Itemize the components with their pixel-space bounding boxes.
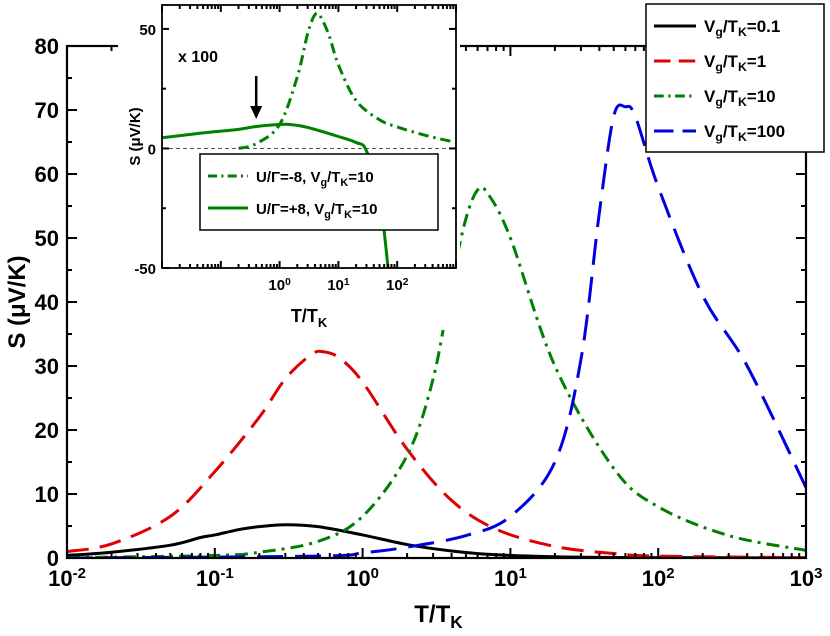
y-tick-label: 40 (35, 290, 59, 315)
inset-y-tick-label: 0 (148, 141, 156, 158)
inset-y-tick-label: 50 (139, 22, 156, 39)
y-tick-label: 80 (35, 34, 59, 59)
inset-x-tick-label: 100 (268, 277, 291, 295)
inset-frame (161, 4, 457, 269)
series-line-3 (67, 185, 806, 558)
inset-x-axis-label: T/TK (291, 306, 328, 330)
series-line-2 (67, 349, 806, 558)
legend-label-1: Vg/TK=0.1 (704, 17, 780, 39)
y-tick-label: 60 (35, 162, 59, 187)
inset-annotation: x 100 (178, 49, 218, 66)
inset-x-tick-label: 102 (386, 277, 409, 295)
main-legend: Vg/TK=0.1 Vg/TK=1 Vg/TK=10 Vg/TK=100 (645, 3, 825, 153)
inset-plot: -50 0 50 100 101 102 T/TK S (μV/K) x 100 U/Γ=-8, … (118, 0, 460, 330)
inset-legend-label-1: U/Γ=-8, Vg/TK=10 (256, 169, 374, 189)
inset-series-line-1 (238, 11, 456, 150)
legend-label-2: Vg/TK=1 (704, 52, 766, 74)
main-legend-box (645, 3, 825, 153)
y-tick-label: 70 (35, 98, 59, 123)
inset-x-tick-label: 101 (327, 277, 350, 295)
inset-legend-box (199, 153, 439, 231)
series-line-4 (67, 103, 806, 558)
y-tick-label: 50 (35, 226, 59, 251)
y-tick-label: 0 (47, 546, 59, 571)
y-tick-label: 10 (35, 482, 59, 507)
annotation-arrow-head (250, 106, 263, 119)
inset-y-tick-label: -50 (134, 261, 156, 278)
x-tick-label: 103 (790, 565, 823, 591)
inset-y-axis-label: S (μV/K) (127, 107, 144, 165)
y-tick-label: 30 (35, 354, 59, 379)
x-tick-label: 101 (494, 565, 527, 591)
x-tick-label: 10-1 (196, 565, 234, 591)
legend-label-4: Vg/TK=100 (704, 122, 785, 144)
y-tick-label: 20 (35, 418, 59, 443)
inset-legend-label-2: U/Γ=+8, Vg/TK=10 (256, 201, 377, 221)
x-tick-label: 10-2 (48, 565, 86, 591)
legend-label-3: Vg/TK=10 (704, 87, 776, 109)
series-line-1 (67, 523, 806, 558)
x-axis-label: T/TK (414, 601, 463, 632)
y-axis-label: S (μV/K) (4, 255, 31, 348)
x-tick-label: 100 (346, 565, 379, 591)
x-tick-label: 102 (642, 565, 675, 591)
